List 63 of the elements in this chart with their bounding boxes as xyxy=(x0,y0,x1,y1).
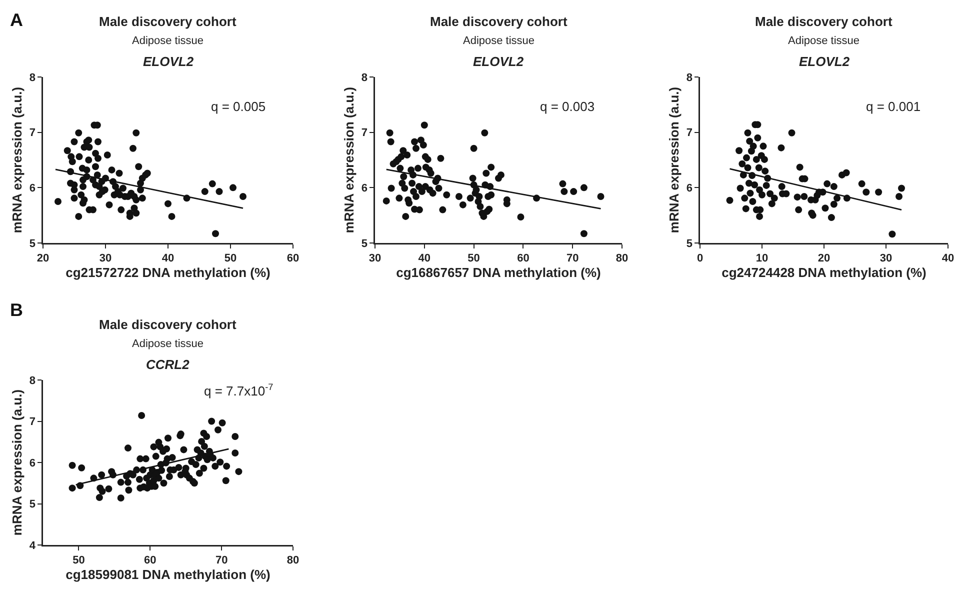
x-tick-label: 50 xyxy=(72,554,85,566)
x-axis-title: cg16867657 DNA methylation (%) xyxy=(396,264,601,280)
y-axis-title: mRNA expression (a.u.) xyxy=(9,389,24,536)
chart-subtitle: Adipose tissue xyxy=(788,35,860,47)
y-tick-label: 8 xyxy=(361,72,368,84)
x-axis-title: cg18599081 DNA methylation (%) xyxy=(66,566,270,582)
x-tick-label: 20 xyxy=(36,252,50,264)
text: CCRL2 xyxy=(146,357,190,372)
annotation: q = 0.005 xyxy=(211,99,266,114)
text: ELOVL2 xyxy=(143,54,194,69)
x-tick-label: 20 xyxy=(818,252,830,264)
chart-title: Male discovery cohort xyxy=(99,317,237,332)
y-tick-label: 6 xyxy=(361,182,368,195)
y-tick-label: 6 xyxy=(29,457,36,470)
y-tick-label: 5 xyxy=(361,238,368,250)
y-tick-label: 5 xyxy=(29,498,36,511)
chart-title: Male discovery cohort xyxy=(755,14,893,29)
y-tick-label: 5 xyxy=(686,238,692,250)
y-tick-label: 6 xyxy=(29,182,36,195)
chart-title: Male discovery cohort xyxy=(430,14,568,29)
y-tick-label: 8 xyxy=(29,374,36,387)
y-tick-label: 4 xyxy=(29,540,36,552)
x-tick-label: 30 xyxy=(99,252,112,264)
x-tick-label: 70 xyxy=(215,554,228,566)
annotation: q = 7.7x10$^{-7}$ xyxy=(204,382,274,398)
x-tick-label: 30 xyxy=(880,252,892,264)
x-tick-label: 80 xyxy=(616,252,628,264)
chart-title: Male discovery cohort xyxy=(99,14,237,29)
x-axis-title: cg21572722 DNA methylation (%) xyxy=(66,264,270,280)
annotation: q = 0.001 xyxy=(866,99,921,114)
y-tick-label: 7 xyxy=(29,416,36,428)
x-tick-label: 30 xyxy=(368,252,382,264)
chart-subtitle: Adipose tissue xyxy=(132,35,204,47)
x-tick-label: 60 xyxy=(144,554,156,566)
x-tick-label: 60 xyxy=(286,252,300,264)
y-axis-title: mRNA expression (a.u.) xyxy=(9,86,24,234)
y-tick-label: 7 xyxy=(686,127,692,140)
y-tick-label: 7 xyxy=(29,127,36,140)
y-tick-label: 6 xyxy=(686,182,692,195)
x-tick-label: 60 xyxy=(517,252,530,264)
y-tick-label: 8 xyxy=(686,72,692,84)
y-tick-label: 5 xyxy=(29,238,36,250)
y-tick-label: 8 xyxy=(29,72,36,84)
y-axis-title: mRNA expression (a.u.) xyxy=(341,86,356,234)
x-tick-label: 80 xyxy=(286,554,300,566)
x-tick-label: 40 xyxy=(942,252,954,264)
x-tick-label: 50 xyxy=(224,252,237,264)
text: A xyxy=(10,10,23,30)
x-tick-label: 0 xyxy=(696,252,704,264)
x-tick-label: 10 xyxy=(756,252,768,264)
x-tick-label: 40 xyxy=(418,252,431,264)
text: ELOVL2 xyxy=(473,54,524,69)
x-tick-label: 50 xyxy=(468,252,480,264)
y-tick-label: 7 xyxy=(361,127,368,140)
x-tick-label: 40 xyxy=(162,252,174,264)
text: B xyxy=(10,300,23,320)
chart-subtitle: Adipose tissue xyxy=(132,338,204,350)
text: ELOVL2 xyxy=(799,54,850,69)
x-axis-title: cg24724428 DNA methylation (%) xyxy=(722,264,926,280)
chart-subtitle: Adipose tissue xyxy=(463,35,535,47)
x-tick-label: 70 xyxy=(566,252,579,264)
annotation: q = 0.003 xyxy=(540,99,595,114)
y-axis-title: mRNA expression (a.u.) xyxy=(666,86,682,234)
